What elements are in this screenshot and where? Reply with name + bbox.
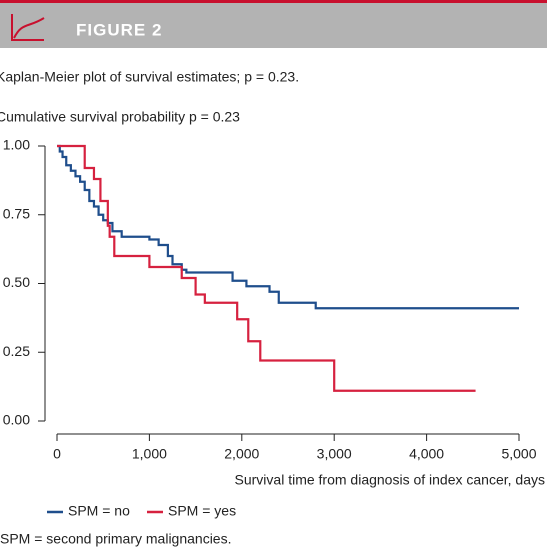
header-icon [11,14,45,41]
x-tick-label: 5,000 [501,446,536,462]
x-tick-label: 3,000 [317,446,352,462]
x-axis-label: Survival time from diagnosis of index ca… [235,472,545,488]
survival-line [57,144,476,392]
x-tick-label: 0 [53,446,61,462]
header-label: FIGURE 2 [76,20,162,39]
chart-title: Cumulative survival probability p = 0.23 [0,109,240,125]
header-rule [0,0,547,3]
footnote: SPM = second primary malignancies. [0,531,232,547]
survival-line [57,144,519,310]
x-tick-label: 1,000 [132,446,167,462]
y-tick-label: 0.75 [3,205,30,221]
legend-label: SPM = no [68,503,130,519]
y-tick-label: 0.00 [3,412,30,428]
y-tick-label: 1.00 [3,137,30,153]
header-bar [0,0,547,48]
x-tick-label: 4,000 [409,446,444,462]
y-tick-label: 0.50 [3,274,30,290]
x-tick-label: 2,000 [224,446,259,462]
legend-label: SPM = yes [168,503,236,519]
y-tick-label: 0.25 [3,343,30,359]
caption: Kaplan-Meier plot of survival estimates;… [0,69,299,85]
